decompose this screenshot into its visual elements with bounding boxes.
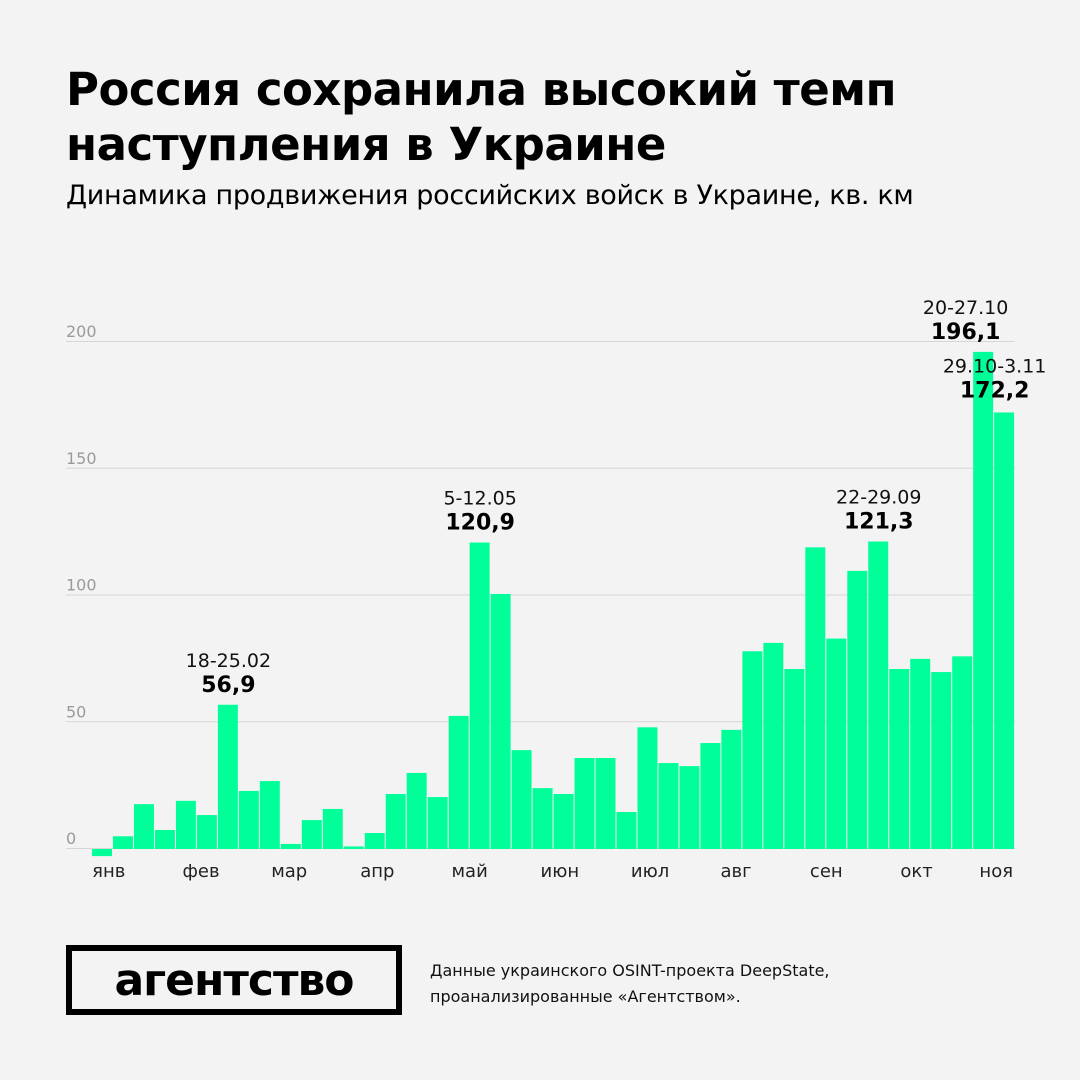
x-tick-label: ноя <box>979 861 1013 882</box>
bar <box>154 829 175 849</box>
bar <box>910 658 931 849</box>
annotation-value: 121,3 <box>844 510 914 535</box>
x-tick-label: янв <box>92 861 125 882</box>
annotation-period: 20-27.10 <box>923 297 1008 319</box>
annotation-value: 120,9 <box>445 511 515 536</box>
bar <box>637 727 658 849</box>
bar <box>280 843 301 849</box>
bar <box>784 669 805 849</box>
bar <box>700 743 721 849</box>
bar <box>469 542 490 849</box>
bar <box>868 541 889 849</box>
x-tick-label: сен <box>810 861 843 882</box>
bar <box>322 808 343 849</box>
x-tick-label: май <box>451 861 487 882</box>
bar <box>238 790 259 849</box>
bar <box>574 757 595 849</box>
bar <box>133 804 154 849</box>
y-tick-label: 50 <box>66 702 86 721</box>
bar <box>511 750 532 849</box>
agentstvo-logo: агентство <box>66 945 402 1015</box>
bar <box>973 351 994 849</box>
page-title: Россия сохранила высокий темп наступлени… <box>66 63 897 171</box>
annotation-period: 5-12.05 <box>443 488 516 510</box>
bar <box>847 570 868 849</box>
bar <box>931 672 952 849</box>
bar <box>742 651 763 849</box>
annotation-period: 29.10-3.11 <box>943 355 1047 377</box>
logo-text: агентство <box>114 954 354 1006</box>
bar <box>805 547 826 849</box>
annotation-period: 18-25.02 <box>186 650 271 672</box>
y-tick-label: 150 <box>66 449 97 468</box>
bar <box>679 766 700 849</box>
bar <box>952 656 973 849</box>
bar <box>196 815 217 849</box>
x-tick-label: мар <box>271 861 307 882</box>
source-note: Данные украинского OSINT-проекта DeepSta… <box>430 961 830 1006</box>
bar <box>553 793 574 849</box>
x-tick-label: фев <box>183 861 220 882</box>
annotation-value: 172,2 <box>960 378 1030 403</box>
bar <box>301 820 322 849</box>
bar <box>763 642 784 849</box>
y-tick-label: 100 <box>66 576 97 595</box>
annotation-value: 196,1 <box>931 320 1001 345</box>
y-tick-label: 0 <box>66 829 76 848</box>
x-tick-label: авг <box>721 861 752 882</box>
bar <box>994 412 1015 849</box>
bar <box>826 638 847 849</box>
bar <box>364 833 385 849</box>
bar <box>217 704 238 849</box>
bar <box>112 836 133 849</box>
x-tick-label: июл <box>631 861 669 882</box>
bar <box>532 788 553 849</box>
annotation-value: 56,9 <box>201 673 255 698</box>
bar <box>175 800 196 849</box>
x-tick-label: окт <box>900 861 932 882</box>
bar <box>448 715 469 849</box>
bar <box>92 849 112 857</box>
x-tick-label: апр <box>360 861 394 882</box>
annotation-period: 22-29.09 <box>836 487 921 509</box>
bar <box>385 793 406 849</box>
subtitle: Динамика продвижения российских войск в … <box>66 180 914 211</box>
bar <box>595 757 616 849</box>
bar <box>259 781 280 849</box>
bar <box>889 669 910 849</box>
bar <box>343 846 364 849</box>
bar <box>721 729 742 849</box>
bar <box>490 593 511 849</box>
bar <box>658 763 679 849</box>
x-tick-label: июн <box>541 861 580 882</box>
bar <box>406 772 427 849</box>
bar <box>616 811 637 849</box>
bar <box>427 797 448 849</box>
y-tick-label: 200 <box>66 322 97 341</box>
